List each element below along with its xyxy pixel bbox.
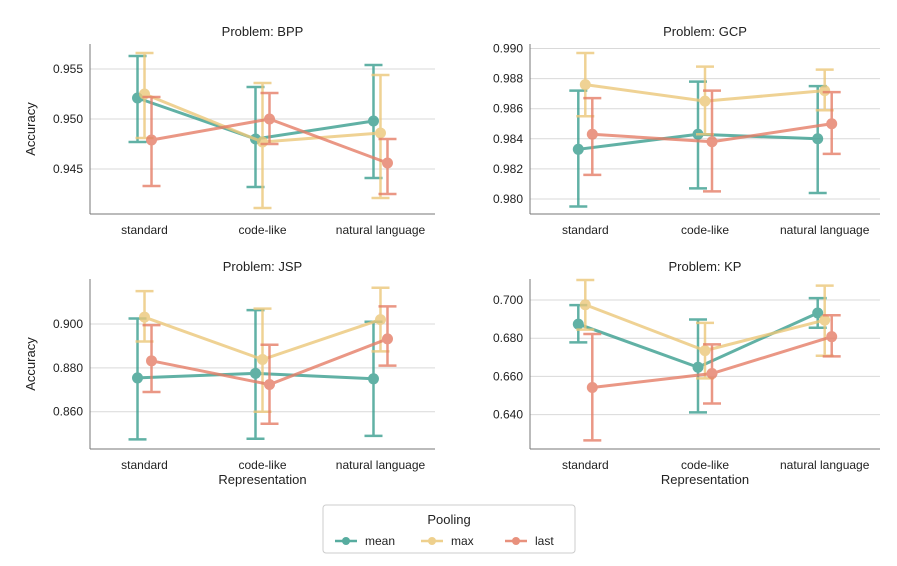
subplot-problem-kp: 0.640 0.660 0.680 0.700 standard code-like nat…	[493, 259, 880, 487]
x-tick-label: standard	[121, 223, 168, 237]
legend-label-mean: mean	[365, 534, 395, 548]
series-last	[583, 89, 841, 193]
point-last	[826, 331, 838, 343]
point-mean	[812, 133, 824, 145]
point-last	[264, 113, 275, 125]
y-tick-label: 0.945	[53, 162, 83, 176]
point-max	[257, 354, 268, 366]
y-tick-label: 0.860	[53, 405, 83, 419]
point-max	[257, 136, 268, 148]
point-mean	[572, 318, 584, 330]
point-last	[381, 157, 393, 169]
legend-entry-max	[421, 537, 443, 545]
x-tick-label: natural language	[780, 458, 870, 472]
y-tick-label: 0.680	[493, 331, 523, 345]
subplot-title: Problem: BPP	[222, 24, 304, 39]
x-tick-label: code-like	[238, 458, 286, 472]
subplot-problem-gcp: 0.980 0.982 0.984 0.986 0.988 0.990 standard co…	[493, 24, 880, 237]
x-tick-label: natural language	[336, 223, 426, 237]
legend-marker-mean	[342, 537, 350, 545]
y-tick-label: 0.660	[493, 369, 523, 383]
y-tick-label: 0.986	[493, 102, 523, 116]
y-axis-label: Accuracy	[23, 102, 38, 156]
point-mean	[250, 367, 261, 379]
y-tick-label: 0.988	[493, 72, 523, 86]
series-last	[142, 305, 397, 426]
series-last	[142, 91, 397, 196]
y-tick-label: 0.955	[53, 62, 83, 76]
y-tick-label: 0.950	[53, 112, 83, 126]
subplot-title: Problem: JSP	[223, 259, 302, 274]
y-tick-label: 0.900	[53, 317, 83, 331]
point-max	[374, 127, 386, 139]
x-axis-label: Representation	[661, 472, 749, 487]
point-last	[586, 128, 598, 140]
legend: Pooling mean max last	[322, 504, 576, 554]
subplot-title: Problem: KP	[669, 259, 742, 274]
x-tick-label: code-like	[681, 223, 729, 237]
point-last	[586, 381, 598, 393]
point-max	[699, 345, 711, 357]
point-max	[374, 314, 386, 326]
point-max	[699, 95, 711, 107]
series-last	[583, 314, 841, 442]
point-mean	[572, 143, 584, 155]
series-max	[576, 51, 834, 136]
subplot-problem-bpp: 0.945 0.950 0.955 standard code-like natural …	[23, 24, 435, 237]
point-mean	[132, 372, 144, 384]
legend-marker-last	[512, 537, 520, 545]
point-last	[264, 379, 275, 391]
point-max	[819, 314, 831, 326]
y-tick-label: 0.880	[53, 361, 83, 375]
point-max	[139, 311, 151, 323]
x-tick-label: standard	[121, 458, 168, 472]
y-tick-label: 0.700	[493, 293, 523, 307]
point-last	[146, 134, 158, 146]
subplot-problem-jsp: 0.860 0.880 0.900 standard code-like natural …	[23, 259, 435, 487]
y-tick-label: 0.990	[493, 42, 523, 56]
point-mean	[692, 361, 704, 373]
x-tick-label: code-like	[681, 458, 729, 472]
x-tick-label: standard	[562, 458, 609, 472]
x-tick-label: standard	[562, 223, 609, 237]
y-tick-label: 0.982	[493, 162, 523, 176]
point-last	[826, 118, 838, 130]
series-max	[576, 278, 834, 380]
legend-label-last: last	[535, 534, 554, 548]
point-max	[579, 299, 591, 311]
series-mean	[128, 308, 383, 441]
legend-entry-mean	[335, 537, 357, 545]
series-mean	[569, 296, 827, 414]
legend-title: Pooling	[427, 512, 470, 527]
x-tick-label: code-like	[238, 223, 286, 237]
series-max	[135, 51, 390, 210]
point-max	[579, 79, 591, 91]
legend-marker-max	[428, 537, 436, 545]
legend-label-max: max	[451, 534, 474, 548]
x-tick-label: natural language	[336, 458, 426, 472]
point-last	[706, 136, 718, 148]
y-tick-label: 0.640	[493, 408, 523, 422]
point-mean	[367, 115, 379, 127]
series-max	[135, 286, 390, 413]
legend-entry-last	[505, 537, 527, 545]
point-mean	[812, 307, 824, 319]
point-mean	[367, 373, 379, 385]
y-tick-label: 0.980	[493, 192, 523, 206]
subplot-title: Problem: GCP	[663, 24, 747, 39]
point-last	[706, 368, 718, 380]
point-last	[381, 333, 393, 345]
x-axis-label: Representation	[218, 472, 306, 487]
y-axis-label: Accuracy	[23, 337, 38, 391]
point-last	[146, 355, 158, 367]
point-max	[819, 85, 831, 97]
y-tick-label: 0.984	[493, 132, 523, 146]
x-tick-label: natural language	[780, 223, 870, 237]
